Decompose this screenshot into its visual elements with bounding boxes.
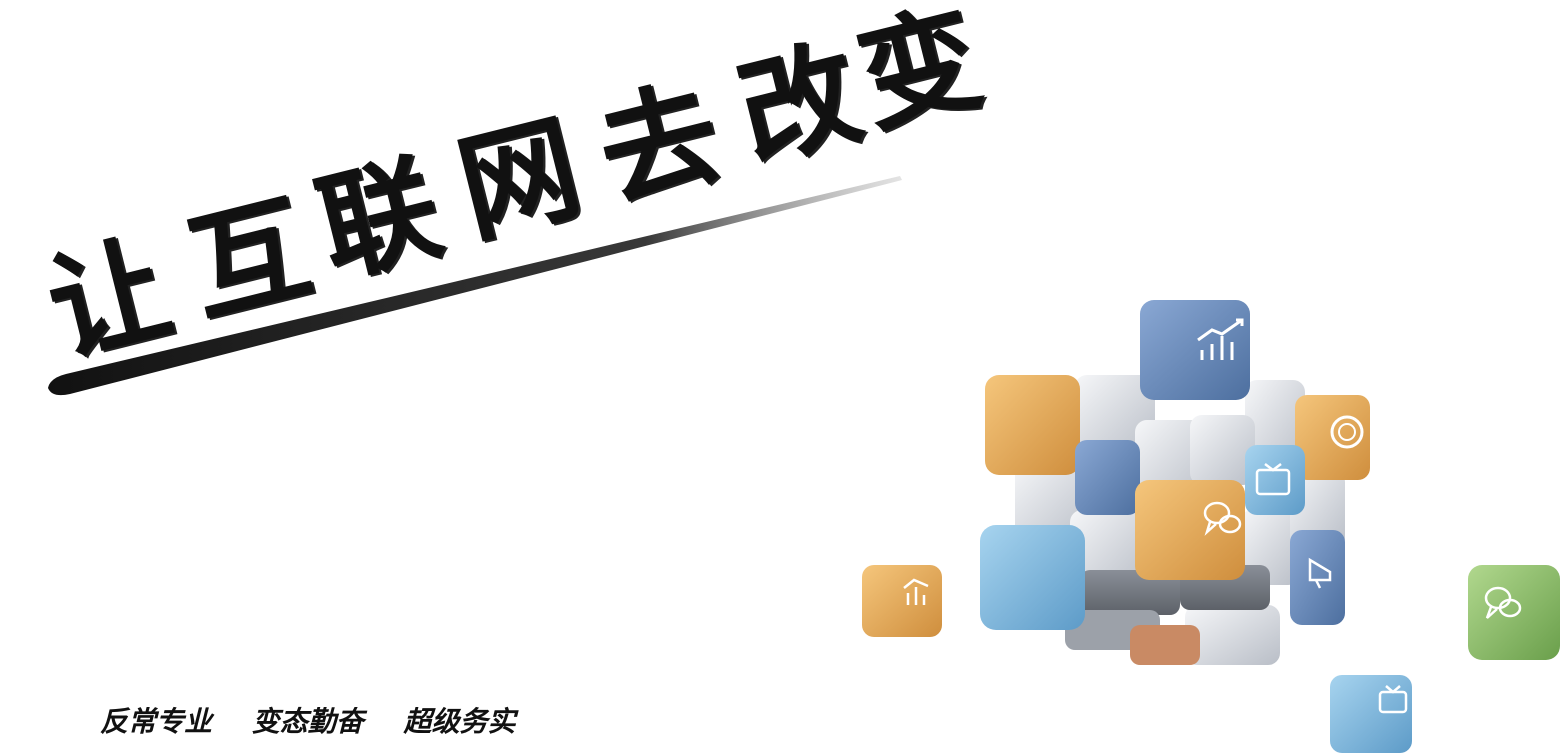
cube-light-blue-small <box>1330 675 1412 753</box>
tv-icon <box>1255 463 1291 496</box>
cube-shadow <box>1080 570 1180 615</box>
slogan-char: 网 <box>444 96 593 261</box>
cube-blue <box>1290 530 1345 625</box>
cube-light-blue <box>980 525 1085 630</box>
slogan-char: 让 <box>34 216 183 381</box>
slogan-char: 改 <box>724 21 873 186</box>
bar-chart-growth-icon <box>1197 318 1244 360</box>
cube-orange-small <box>862 565 942 637</box>
cube-shadow <box>1130 625 1200 665</box>
chat-bubbles-icon <box>1203 501 1242 536</box>
slogan: 让 互 联 网 去 改 变 <box>34 0 993 420</box>
cube-white <box>1190 415 1255 485</box>
cube-orange <box>985 375 1080 475</box>
rubiks-cube-illustration <box>862 300 1560 753</box>
tagline: 反常专业 变态勤奋 超级务实 <box>100 700 546 740</box>
tagline-item: 反常专业 <box>100 705 213 738</box>
tagline-item: 超级务实 <box>403 705 516 738</box>
cube-green-small <box>1468 565 1560 660</box>
slogan-char: 互 <box>174 176 323 341</box>
megaphone-icon <box>1308 557 1332 589</box>
chat-bubbles-icon <box>1484 586 1522 619</box>
cube-light-blue <box>1245 445 1305 515</box>
cube-blue <box>1140 300 1250 400</box>
bar-chart-icon <box>903 578 929 605</box>
slogan-char: 去 <box>584 61 733 226</box>
slogan-char: 变 <box>844 0 993 151</box>
cube-orange <box>1135 480 1245 580</box>
slogan-char: 联 <box>304 136 453 301</box>
coin-icon <box>1330 415 1364 449</box>
cube-blue <box>1075 440 1140 515</box>
tagline-item: 变态勤奋 <box>251 705 364 738</box>
cube-white <box>1185 605 1280 665</box>
tv-icon <box>1378 685 1408 714</box>
